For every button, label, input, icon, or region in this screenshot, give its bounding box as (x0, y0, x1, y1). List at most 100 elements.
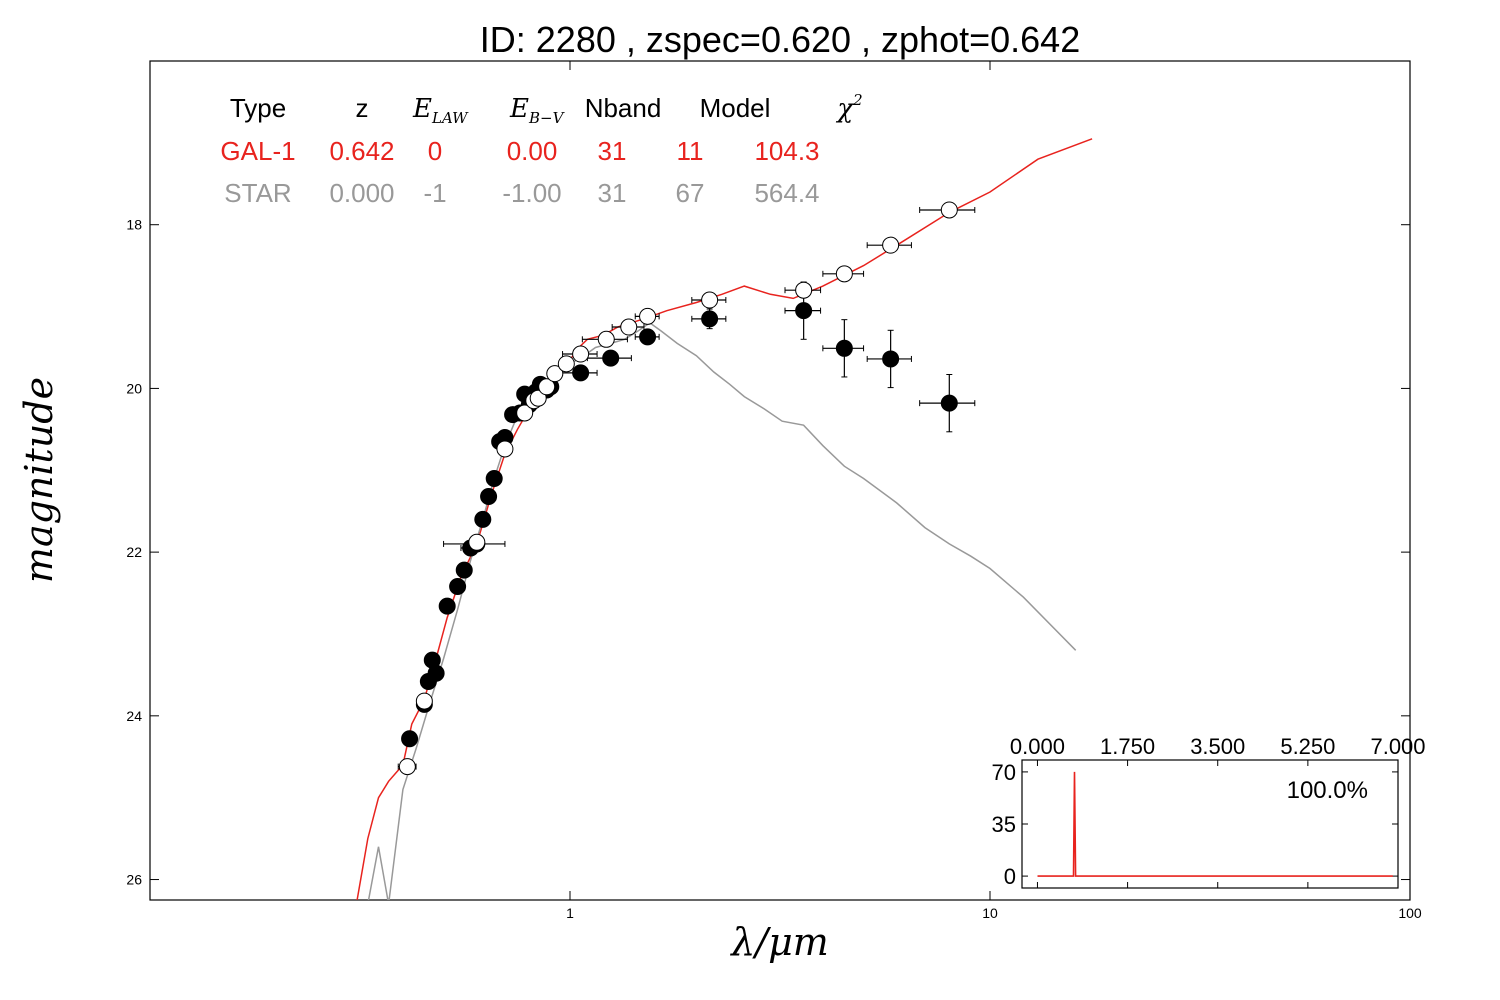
data-point-model (784, 281, 822, 299)
data-point-observed (634, 328, 660, 346)
data-points (397, 201, 976, 776)
filled-marker (602, 349, 620, 367)
filled-marker (835, 339, 853, 357)
table-cell: GAL-1 (220, 136, 295, 166)
filled-marker (455, 561, 473, 579)
inset-pdf-line (1037, 771, 1393, 877)
inset-x-tick-label: 7.000 (1370, 734, 1425, 759)
fit-table: Type z ELAW EB−V Nband Model χ2 GAL-1 0.642 0 0.00… (220, 91, 862, 208)
filled-marker (474, 510, 492, 528)
table-cell: 0.00 (507, 136, 558, 166)
data-point-observed (449, 578, 467, 596)
plot-frame (149, 60, 1411, 901)
open-marker (557, 355, 575, 373)
table-cell: 104.3 (754, 136, 819, 166)
table-header: Model (700, 93, 771, 123)
filled-marker (882, 350, 900, 368)
data-point-model (546, 365, 564, 383)
data-point-model (581, 330, 628, 348)
filled-marker (485, 469, 503, 487)
y-tick-label: 20 (126, 380, 142, 396)
open-marker (597, 330, 615, 348)
data-point-model (691, 291, 727, 309)
table-header: Type (230, 93, 286, 123)
table-header: χ2 (835, 91, 862, 124)
filled-marker (795, 302, 813, 320)
data-point-model (919, 201, 976, 219)
inset-y-tick-label: 70 (992, 760, 1016, 785)
data-point-model (611, 318, 645, 336)
data-point-model (496, 440, 514, 458)
data-point-observed (822, 319, 865, 378)
open-marker (639, 307, 657, 325)
data-point-observed (438, 597, 456, 615)
data-point-observed (485, 469, 503, 487)
data-point-model (397, 758, 417, 776)
y-axis-label: magnitude (17, 377, 61, 583)
data-point-model (538, 378, 556, 396)
x-axis-label: λ/μm (729, 920, 829, 964)
inset-x-tick-label: 5.250 (1280, 734, 1335, 759)
header-subscript: LAW (431, 109, 469, 127)
open-marker (468, 533, 486, 551)
filled-marker (427, 664, 445, 682)
data-point-model (529, 389, 547, 407)
table-cell: 31 (598, 136, 627, 166)
y-tick-label: 24 (126, 708, 142, 724)
open-marker (940, 201, 958, 219)
filled-marker (940, 394, 958, 412)
table-cell: 0 (428, 136, 442, 166)
table-cell: 11 (677, 136, 704, 166)
data-point-model (557, 355, 575, 373)
data-point-model (516, 404, 534, 422)
table-header: z (356, 93, 369, 123)
data-point-model (866, 236, 912, 254)
table-header: ELAW (412, 94, 469, 127)
filled-marker (572, 364, 590, 382)
open-marker (496, 440, 514, 458)
table-cell: 67 (676, 178, 705, 208)
data-point-observed (691, 308, 727, 330)
data-point-observed (480, 487, 498, 505)
y-tick-label: 18 (126, 217, 142, 233)
x-tick-label: 1 (566, 905, 574, 921)
open-marker (516, 404, 534, 422)
table-cell: -1 (423, 178, 446, 208)
header-subscript: B−V (528, 109, 566, 127)
open-marker (546, 365, 564, 383)
inset-probability-label: 100.0% (1287, 777, 1368, 804)
open-marker (701, 291, 719, 309)
data-point-model (634, 307, 660, 325)
table-cell: 0.642 (329, 136, 394, 166)
open-marker (415, 692, 433, 710)
open-marker (882, 236, 900, 254)
open-marker (572, 345, 590, 363)
data-point-observed (401, 730, 419, 748)
filled-marker (438, 597, 456, 615)
table-cell: -1.00 (502, 178, 561, 208)
table-cell: 0.000 (329, 178, 394, 208)
filled-marker (639, 328, 657, 346)
filled-marker (701, 310, 719, 328)
header-superscript: 2 (852, 91, 863, 109)
data-point-observed (423, 651, 441, 669)
data-point-model (415, 692, 433, 710)
data-point-model (562, 345, 598, 363)
data-point-model (822, 265, 865, 283)
table-header: EB−V (509, 94, 566, 127)
inset-y-tick-label: 35 (992, 812, 1016, 837)
table-cell: 564.4 (754, 178, 819, 208)
filled-marker (449, 578, 467, 596)
inset-x-tick-label: 3.500 (1190, 734, 1245, 759)
data-point-observed (586, 349, 632, 367)
table-cell: STAR (224, 178, 291, 208)
filled-marker (401, 730, 419, 748)
open-marker (620, 318, 638, 336)
table-header: Nband (585, 93, 662, 123)
open-marker (538, 378, 556, 396)
open-marker (835, 265, 853, 283)
inset-x-tick-label: 1.750 (1100, 734, 1155, 759)
inset-y-tick-label: 0 (1004, 864, 1016, 889)
table-cell: 31 (598, 178, 627, 208)
